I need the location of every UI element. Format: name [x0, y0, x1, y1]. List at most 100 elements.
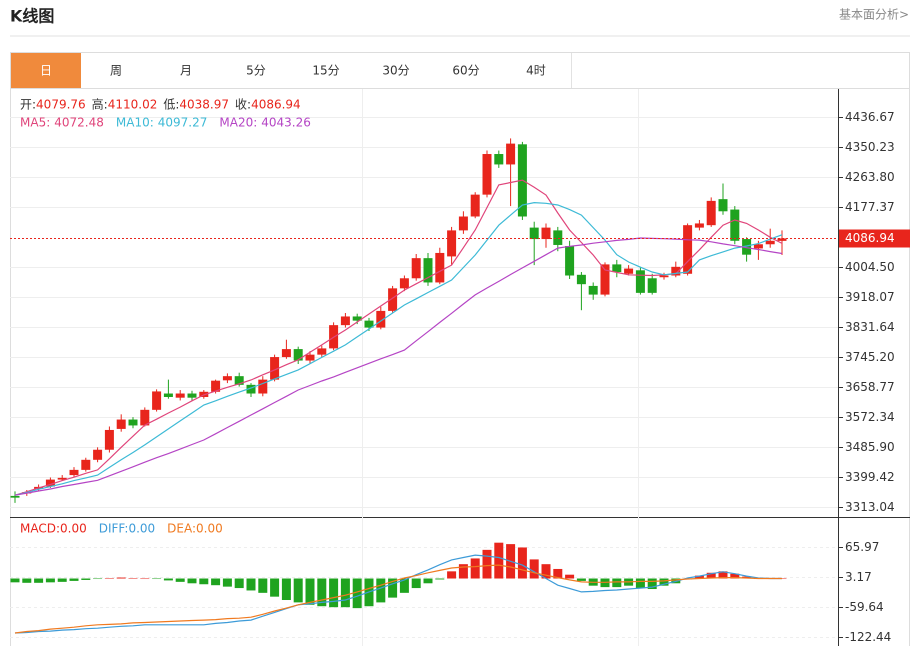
macd-bar [222, 578, 232, 587]
tab[interactable] [221, 53, 291, 88]
macd-bar [340, 578, 350, 608]
macd-bar [659, 578, 669, 586]
legend-name: MA10: [116, 116, 154, 130]
macd-bar [270, 578, 280, 597]
y-tick-label: -59.64 [845, 600, 884, 614]
tab-label[interactable]: 60分 [452, 64, 479, 78]
macd-bar [128, 578, 138, 579]
candle-body [388, 288, 398, 311]
candle-body [317, 348, 327, 355]
tab[interactable] [501, 53, 571, 88]
macd-bar [635, 578, 645, 589]
y-tick-label: 3658.77 [845, 380, 895, 394]
candle-body [93, 449, 103, 460]
candle-body [624, 268, 634, 274]
candle-body [57, 477, 67, 480]
candle-body [753, 244, 763, 249]
candle-body [635, 270, 645, 293]
candle-body [730, 209, 740, 241]
y-tick-label: 3313.04 [845, 500, 895, 514]
macd-bar [69, 578, 79, 581]
legend-name: 开: [20, 98, 36, 112]
candle-body [553, 230, 563, 245]
candle-body [116, 419, 126, 429]
tab-label[interactable]: 30分 [382, 64, 409, 78]
y-tick-label: 4350.23 [845, 140, 895, 154]
candle-body [222, 376, 232, 381]
candle-body [211, 380, 221, 392]
legend-name: 低: [163, 98, 179, 112]
candle-body [423, 258, 433, 283]
tab[interactable] [291, 53, 361, 88]
tab[interactable] [81, 53, 151, 88]
y-tick-label: 3485.90 [845, 440, 895, 454]
legend-value: 4079.76 [36, 98, 86, 112]
candle-body [140, 409, 150, 426]
fundamentals-link[interactable]: 基本面分析> [839, 8, 909, 22]
tab[interactable] [361, 53, 431, 88]
macd-bar [104, 578, 114, 579]
y-tick-label: 4436.67 [845, 110, 895, 124]
candle-body [777, 238, 787, 241]
tab-label[interactable]: 周 [110, 64, 122, 78]
candle-body [258, 379, 268, 394]
y-tick-label: 3399.42 [845, 470, 895, 484]
candle-body [175, 393, 185, 398]
candle-body [246, 384, 256, 394]
macd-bar [246, 578, 256, 591]
tab-label[interactable]: 5分 [246, 64, 266, 78]
macd-bar [211, 578, 221, 586]
macd-bar [352, 578, 362, 609]
macd-bar [116, 577, 126, 579]
y-tick-label: 3572.34 [845, 410, 895, 424]
legend-name: 高: [92, 97, 108, 112]
macd-bar [10, 578, 20, 583]
macd-bar [234, 578, 244, 589]
tab-label[interactable]: 4时 [526, 64, 546, 78]
macd-bar [34, 578, 44, 583]
candle-body [718, 199, 728, 212]
candle-body [659, 275, 669, 278]
tab[interactable] [11, 53, 81, 88]
macd-bar [458, 564, 468, 579]
candle-body [305, 354, 315, 361]
line-series [14, 554, 782, 634]
macd-bar [22, 578, 32, 583]
macd-bar [152, 578, 162, 580]
candle-body [411, 258, 421, 279]
y-tick-label: -122.44 [845, 630, 891, 644]
macd-bar [576, 578, 586, 581]
legend-name: MA5: [20, 116, 50, 130]
candle-body [576, 274, 586, 285]
legend-value: 4038.97 [179, 98, 229, 112]
macd-bar [388, 578, 398, 598]
y-tick-label: 4263.80 [845, 170, 895, 184]
candle-body [494, 154, 504, 165]
tab-label[interactable]: 日 [40, 64, 52, 78]
line-series [14, 564, 782, 634]
tab-label[interactable]: 15分 [312, 64, 339, 78]
candle-body [447, 230, 457, 257]
page-title: K线图 [10, 7, 54, 26]
legend-name: 收: [235, 98, 251, 112]
candle-body [742, 239, 752, 255]
tab-label[interactable]: 月 [180, 64, 192, 78]
candle-body [506, 143, 516, 165]
candle-body [694, 223, 704, 228]
candle-body [482, 154, 492, 195]
macd-bar [447, 571, 457, 579]
macd-bar [565, 574, 575, 579]
y-tick-label: 3745.20 [845, 350, 895, 364]
legend-value: 4086.94 [251, 98, 301, 112]
tab[interactable] [431, 53, 501, 88]
macd-bar [541, 564, 551, 579]
y-tick-label: 4004.50 [845, 260, 895, 274]
candle-body [187, 393, 197, 398]
legend-value: 4072.48 [54, 116, 104, 130]
macd-bar [199, 578, 209, 585]
tab[interactable] [151, 53, 221, 88]
candle-body [163, 393, 173, 397]
macd-bar [45, 578, 55, 583]
